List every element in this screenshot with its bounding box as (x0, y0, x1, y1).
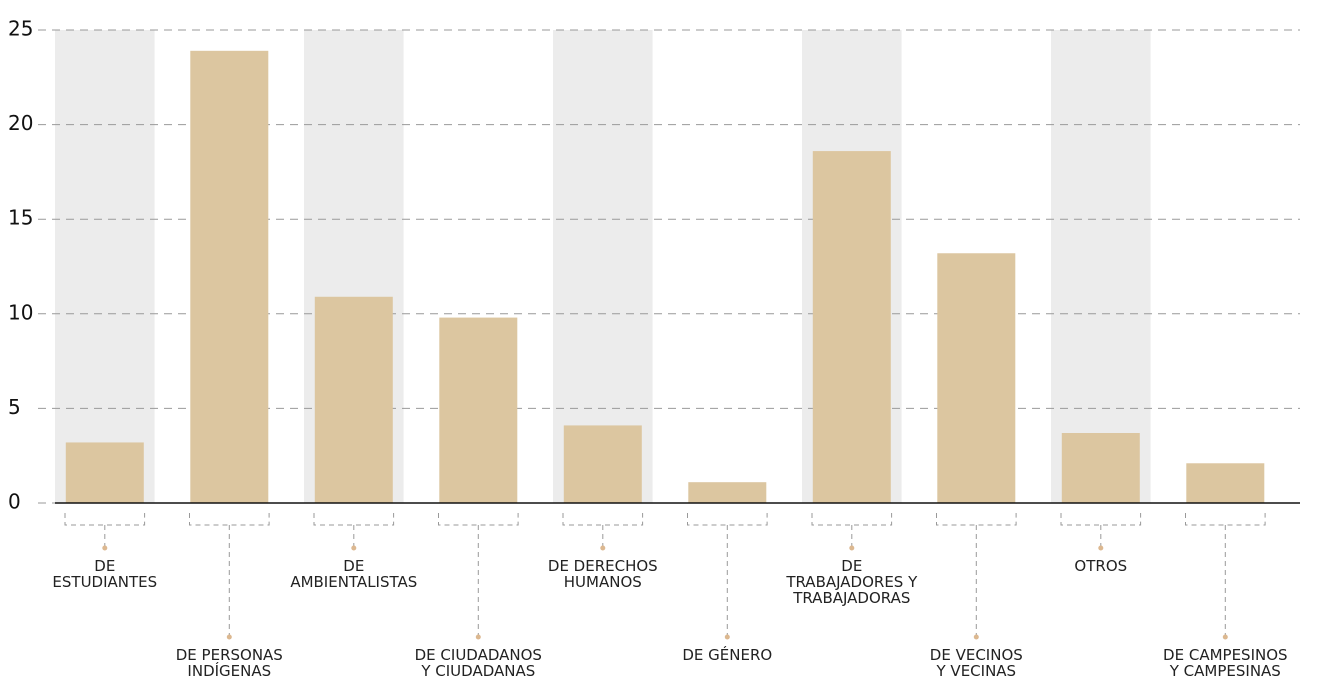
bar (1186, 463, 1265, 503)
x-tick-label: DE DERECHOS HUMANOS (547, 557, 658, 591)
x-tick-label: DE VECINOS Y VECINAS (929, 646, 1023, 680)
label-dot (475, 634, 481, 640)
label-bracket (64, 513, 146, 526)
x-tick-label: DE TRABAJADORES Y TRABAJADORAS (786, 557, 918, 607)
label-dot (600, 545, 606, 551)
label-dot (226, 634, 232, 640)
label-dot (973, 634, 979, 640)
label-bracket (438, 513, 519, 526)
bar (65, 442, 144, 503)
y-tick-label: 5 (8, 395, 21, 419)
y-tick-label: 20 (8, 111, 33, 135)
y-tick-label: 10 (8, 300, 33, 324)
x-tick-label: DE GÉNERO (682, 646, 773, 664)
label-bracket (562, 513, 644, 526)
bar (439, 317, 518, 503)
x-tick-label: OTROS (1074, 557, 1128, 575)
x-tick-label: DE ESTUDIANTES (52, 557, 158, 591)
label-dot (849, 545, 855, 551)
bar (812, 151, 891, 503)
bar (563, 425, 642, 503)
bar (1061, 432, 1140, 503)
label-dot (1098, 545, 1104, 551)
label-bracket (936, 513, 1017, 526)
label-dot (102, 545, 108, 551)
y-tick-label: 15 (8, 206, 33, 230)
label-dot (351, 545, 357, 551)
label-bracket (189, 513, 270, 526)
band-shade (553, 30, 653, 503)
bar (937, 253, 1016, 503)
label-bracket (687, 513, 768, 526)
band-shade (1051, 30, 1151, 503)
y-tick-label: 0 (8, 490, 21, 514)
label-bracket (1185, 513, 1266, 526)
bar (190, 50, 269, 503)
label-bracket (1060, 513, 1142, 526)
x-tick-label: DE PERSONAS INDÍGENAS (175, 646, 283, 680)
y-tick-label: 25 (8, 17, 33, 41)
x-tick-label: DE CIUDADANOS Y CIUDADANAS (414, 646, 542, 680)
x-tick-label: DE CAMPESINOS Y CAMPESINAS (1163, 646, 1288, 680)
x-tick-label: DE AMBIENTALISTAS (290, 557, 418, 591)
band-shade (55, 30, 155, 503)
label-bracket (811, 513, 893, 526)
label-bracket (313, 513, 395, 526)
bar (314, 296, 393, 503)
background (55, 30, 1151, 503)
label-dot (724, 634, 730, 640)
label-dot (1222, 634, 1228, 640)
bar (688, 482, 767, 503)
